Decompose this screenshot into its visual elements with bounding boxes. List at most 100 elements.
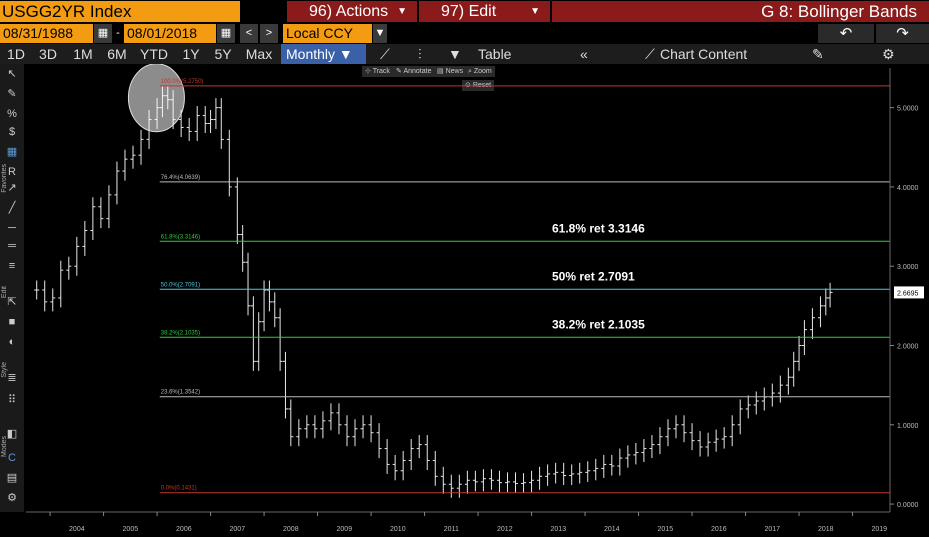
x-tick-label: 2013	[551, 526, 567, 533]
price-bar	[791, 351, 797, 387]
x-tick-label: 2019	[872, 526, 888, 533]
annotate-tool[interactable]: ✎ Annotate	[393, 66, 435, 77]
price-bar	[288, 399, 294, 447]
price-bar	[809, 308, 815, 340]
range-ytd[interactable]: YTD	[140, 46, 168, 62]
actions-menu[interactable]: 96) Actions ▼	[287, 1, 417, 22]
y-tick-label: 1.0000	[897, 423, 919, 430]
price-bar	[282, 351, 288, 419]
price-bar	[98, 197, 104, 229]
range-1y[interactable]: 1Y	[182, 46, 200, 62]
track-tool[interactable]: ⊹ Track	[362, 66, 393, 77]
actions-label: 96) Actions	[309, 3, 389, 20]
chart-type-caret-icon[interactable]: ▼	[448, 46, 462, 62]
price-bar	[827, 282, 833, 308]
brightness-icon[interactable]: ◐	[8, 336, 16, 348]
dots-icon[interactable]: ⠿	[7, 394, 17, 406]
retracement-annotation: 50% ret 2.7091	[552, 269, 635, 283]
channel-icon[interactable]: ═	[8, 240, 16, 252]
currency-select[interactable]: Local CCY	[283, 24, 372, 43]
period-select[interactable]: Monthly ▼	[281, 44, 366, 64]
cursor-icon[interactable]: ↖	[7, 68, 17, 80]
price-bar	[601, 454, 607, 478]
line-chart-icon[interactable]: ⟋	[380, 46, 390, 62]
price-bar	[464, 470, 470, 494]
table-button[interactable]: Table	[478, 46, 512, 62]
fib-level-label: 76.4%(4.0639)	[161, 175, 200, 181]
price-bar	[234, 177, 240, 245]
price-bar	[432, 450, 438, 486]
news-tool[interactable]: ▤ News	[434, 66, 467, 77]
ticker-field[interactable]: USGG2YR Index	[0, 1, 240, 22]
end-date-input[interactable]: 08/01/2018	[124, 24, 216, 43]
y-tick-label: 5.0000	[897, 106, 919, 113]
settings-gear-icon[interactable]: ⚙	[882, 46, 895, 62]
next-arrow-icon[interactable]: >	[260, 24, 278, 43]
last-value-tag	[894, 286, 924, 299]
price-bar	[194, 106, 200, 141]
x-tick-label: 2006	[176, 526, 192, 533]
hline-icon[interactable]: ─	[8, 222, 16, 234]
brush-icon[interactable]: ╱	[8, 202, 16, 214]
y-tick-label: 2.0000	[897, 344, 919, 351]
price-bar	[122, 149, 128, 181]
trend-icon[interactable]: ↗	[7, 182, 17, 194]
price-bar	[58, 260, 64, 308]
fib-level-label: 61.8%(3.3146)	[161, 234, 200, 240]
sidebar-gear-icon[interactable]: ⚙	[7, 492, 17, 504]
trash-icon[interactable]: ■	[8, 316, 16, 328]
range-3d[interactable]: 3D	[39, 46, 57, 62]
price-bar	[753, 391, 759, 415]
edit-menu[interactable]: 97) Edit ▼	[419, 1, 550, 22]
camera-icon[interactable]: ▤	[6, 472, 18, 484]
line-style-icon[interactable]: ≣	[7, 372, 17, 384]
fib-icon[interactable]: ≡	[8, 260, 16, 272]
grid-icon[interactable]: ▦	[6, 146, 18, 158]
currency-caret-icon[interactable]: ▼	[373, 24, 387, 43]
percent-icon[interactable]: %	[7, 108, 17, 120]
zoom-tool[interactable]: ⌕ Zoom	[465, 66, 495, 77]
collapse-icon[interactable]: «	[580, 46, 588, 62]
price-bar	[817, 296, 823, 328]
range-1m[interactable]: 1M	[73, 46, 93, 62]
price-bar	[689, 423, 695, 451]
x-tick-label: 2010	[390, 526, 406, 533]
edit-pen-icon[interactable]: ✎	[812, 46, 824, 62]
price-bar	[272, 292, 278, 328]
start-calendar-icon[interactable]: ▦	[94, 24, 112, 43]
ruler-icon[interactable]: R	[8, 166, 16, 178]
x-tick-label: 2015	[658, 526, 674, 533]
chart-content-button[interactable]: Chart Content	[660, 46, 748, 62]
price-bar	[336, 403, 342, 435]
x-tick-label: 2007	[230, 526, 246, 533]
range-max[interactable]: Max	[245, 46, 273, 62]
move-icon[interactable]: ⇱	[7, 296, 17, 308]
price-bars	[34, 64, 833, 498]
redo-icon[interactable]: ↷	[876, 24, 929, 43]
period-label: Monthly	[286, 46, 336, 62]
x-tick-label: 2011	[444, 526, 459, 533]
range-6m[interactable]: 6M	[107, 46, 127, 62]
actions-caret-icon: ▼	[397, 6, 407, 17]
dollar-icon[interactable]: $	[8, 126, 16, 138]
price-bar	[641, 439, 647, 463]
pencil-icon[interactable]: ✎	[7, 88, 17, 100]
prev-arrow-icon[interactable]: <	[240, 24, 258, 43]
undo-icon[interactable]: ↶	[818, 24, 874, 43]
end-calendar-icon[interactable]: ▦	[217, 24, 235, 43]
range-1d[interactable]: 1D	[7, 46, 25, 62]
x-tick-label: 2004	[69, 526, 85, 533]
peak-highlight-circle	[127, 64, 185, 133]
price-bar	[256, 312, 262, 371]
price-chart[interactable]: 100.0%(5.2750) 76.4%(4.0639) 61.8%(3.3146)…	[24, 64, 929, 537]
y-tick-label: 3.0000	[897, 264, 919, 271]
bar-chart-icon[interactable]: ⫶	[418, 46, 422, 62]
price-bar	[213, 98, 219, 130]
range-5y[interactable]: 5Y	[214, 46, 232, 62]
annotate-label: Annotate	[403, 68, 432, 75]
mode-icon[interactable]: ◧	[6, 428, 18, 440]
start-date-input[interactable]: 08/31/1988	[0, 24, 93, 43]
price-bar	[633, 443, 639, 465]
x-tick-label: 2017	[765, 526, 781, 533]
link-icon[interactable]: C	[8, 452, 16, 464]
